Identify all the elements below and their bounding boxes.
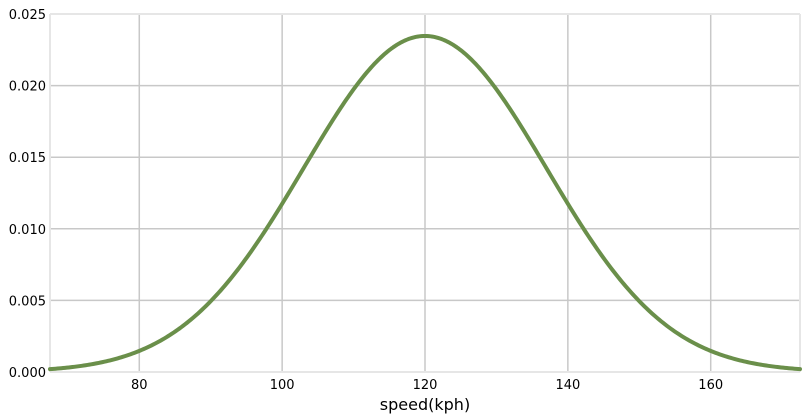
series-layer — [48, 33, 802, 372]
x-tick-label: 100 — [270, 378, 295, 393]
y-tick-label: 0.020 — [9, 80, 46, 95]
y-tick-label: 0.010 — [9, 223, 46, 238]
y-tick-label: 0.000 — [9, 366, 46, 381]
y-tick-label: 0.005 — [9, 294, 46, 309]
plot-frame — [49, 13, 801, 373]
density-line — [48, 33, 802, 372]
y-tick-label: 0.015 — [9, 151, 46, 166]
x-tick-label: 80 — [131, 378, 148, 393]
x-tick-label: 120 — [413, 378, 438, 393]
x-axis-ticks: 80 100 120 140 160 — [131, 378, 723, 393]
y-axis-ticks: 0.000 0.005 0.010 0.015 0.020 0.025 — [9, 8, 46, 381]
x-tick-label: 160 — [698, 378, 723, 393]
y-tick-label: 0.025 — [9, 8, 46, 23]
x-tick-label: 140 — [555, 378, 580, 393]
grid — [50, 13, 800, 372]
x-axis-label: speed(kph) — [380, 395, 470, 414]
